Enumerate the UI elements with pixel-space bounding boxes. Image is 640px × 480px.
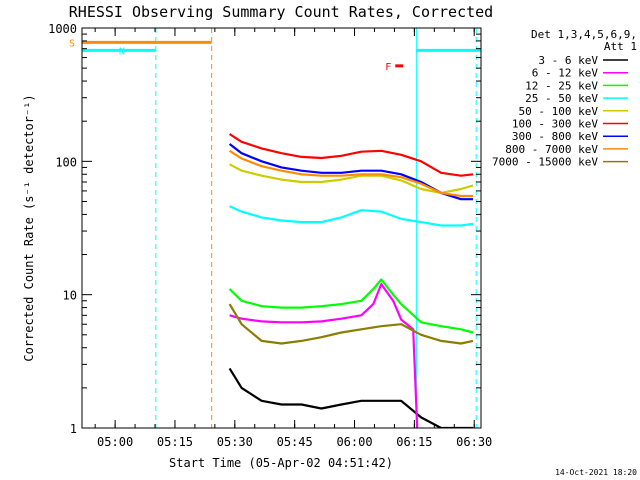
y-tick-label: 1: [70, 422, 77, 436]
footer-timestamp: 14-Oct-2021 18:20: [555, 468, 637, 477]
x-axis-label: Start Time (05-Apr-02 04:51:42): [169, 456, 393, 470]
legend-entry-label: 300 - 800 keV: [512, 130, 598, 143]
legend-entry-label: 25 - 50 keV: [525, 92, 598, 105]
plot-area: NF: [82, 28, 481, 428]
legend-entry-label: 100 - 300 keV: [512, 118, 598, 131]
series-line-0: [228, 367, 473, 428]
series-line-2: [228, 278, 474, 334]
legend-entry-label: 800 - 7000 keV: [505, 143, 598, 156]
x-tick-label: 06:15: [396, 435, 432, 449]
legend-entry-label: 12 - 25 keV: [525, 79, 598, 92]
legend-entry-label: 50 - 100 keV: [519, 105, 599, 118]
legend-header-1: Att 1: [604, 40, 637, 53]
flag-label-s: S: [69, 38, 75, 49]
series-line-1: [229, 283, 419, 428]
series-line-7: [229, 149, 473, 198]
x-tick-label: 06:00: [336, 435, 372, 449]
x-tick-label: 05:45: [277, 435, 313, 449]
chart-title: RHESSI Observing Summary Count Rates, Co…: [69, 3, 493, 21]
y-axis-label: Corrected Count Rate (s⁻¹ detector⁻¹): [22, 94, 36, 361]
x-tick-label: 05:00: [97, 435, 133, 449]
y-axis: 1 10 100 1000: [48, 22, 481, 436]
series-line-8: [228, 303, 474, 345]
flag-label-n: N: [119, 46, 125, 57]
x-axis: 05:00 05:15 05:30 05:45 06:00 06:15 06:30: [94, 28, 492, 449]
x-tick-label: 05:15: [157, 435, 193, 449]
x-tick-label: 05:30: [217, 435, 253, 449]
legend-entry-label: 7000 - 15000 keV: [492, 156, 598, 169]
x-tick-label: 06:30: [456, 435, 492, 449]
flag-label-f: F: [385, 62, 391, 73]
series-line-3: [229, 205, 474, 227]
y-tick-label: 100: [55, 155, 77, 169]
y-tick-label: 1000: [48, 22, 77, 36]
series-line-5: [229, 133, 474, 177]
legend-header-0: Det 1,3,4,5,6,9,: [531, 28, 637, 41]
plot-frame: [81, 27, 482, 429]
y-tick-label: 10: [63, 289, 77, 303]
legend-entry-label: 6 - 12 keV: [532, 67, 599, 80]
legend-entry-label: 3 - 6 keV: [538, 54, 598, 67]
